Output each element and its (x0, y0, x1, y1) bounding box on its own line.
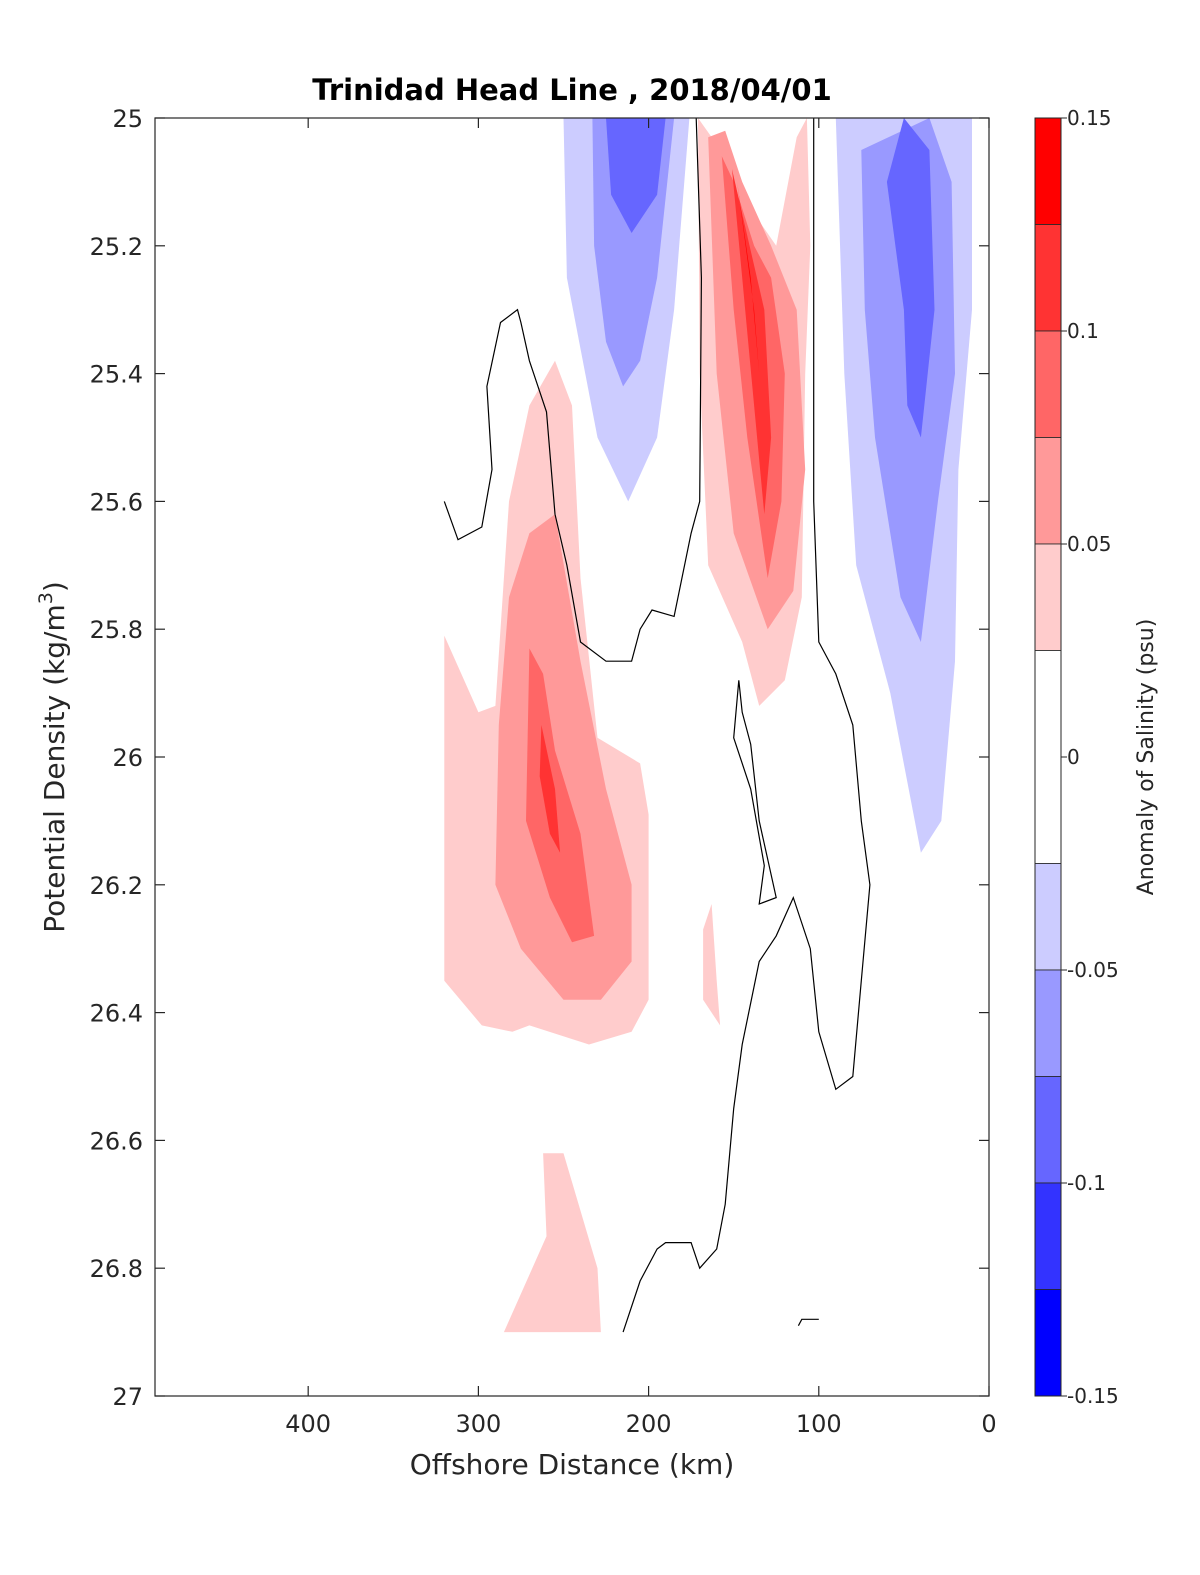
colorbar-tick-label: 0.05 (1067, 532, 1112, 556)
colorbar-swatch (1034, 224, 1062, 332)
colorbar-label: Anomaly of Salinity (psu) (1134, 619, 1159, 896)
y-tick-label: 25.4 (90, 361, 143, 389)
colorbar-tick-label: 0.1 (1067, 319, 1099, 343)
x-axis-label: Offshore Distance (km) (410, 1448, 735, 1481)
contour-line-zero-center-loop (733, 680, 777, 905)
y-axis-label: Potential Density (kg/m3) (35, 581, 71, 933)
y-tick-label: 25.8 (90, 616, 143, 644)
colorbar (1034, 117, 1062, 1397)
colorbar-swatch (1034, 330, 1062, 438)
contour-fill-neg-upper-l4 (606, 118, 666, 233)
contour-fill-pos-center-sliver (703, 904, 721, 1026)
y-tick-label: 25.6 (90, 488, 143, 516)
y-axis-label-superscript: 3 (35, 592, 57, 604)
y-tick-label: 26.8 (90, 1255, 143, 1283)
contour-fill-pos-west-l3 (526, 648, 595, 943)
x-tick-label: 0 (981, 1410, 996, 1438)
x-tick-label: 200 (626, 1410, 672, 1438)
y-axis-label-close: ) (38, 581, 71, 592)
colorbar-swatch (1034, 437, 1062, 545)
colorbar-tick-label: -0.05 (1067, 958, 1119, 982)
contour-line-zero-east-stub (797, 1318, 819, 1326)
colorbar-tick-label: 0.15 (1067, 106, 1112, 130)
colorbar-swatch (1034, 543, 1062, 651)
y-tick-label: 26.4 (90, 1000, 143, 1028)
contour-fill-pos-center-l4 (732, 169, 772, 515)
colorbar-swatch (1034, 1076, 1062, 1184)
contour-fill-neg-deep-center (737, 1006, 819, 1333)
colorbar-swatch (1034, 1289, 1062, 1397)
colorbar-swatch (1034, 117, 1062, 225)
colorbar-swatch (1034, 969, 1062, 1077)
colorbar-tick-label: -0.1 (1067, 1171, 1106, 1195)
contour-line-zero-center-deep (622, 118, 871, 1333)
colorbar-tick-label: -0.15 (1067, 1384, 1119, 1408)
zero-contour-lines (443, 117, 871, 1333)
y-tick-label: 26.6 (90, 1127, 143, 1155)
contour-fill-neg-west-small (444, 169, 487, 451)
colorbar-swatch (1034, 863, 1062, 971)
contour-fill-pos-deep-west (503, 1153, 601, 1333)
x-tick-label: 300 (455, 1410, 501, 1438)
contour-fill-neg-deep-east (849, 1178, 901, 1262)
chart-title: Trinidad Head Line , 2018/04/01 (312, 73, 832, 107)
x-tick-label: 400 (285, 1410, 331, 1438)
contour-fill-neg-east-l4 (886, 118, 935, 438)
x-axis-ticks: 400 300 200 100 0 (285, 118, 997, 1438)
y-tick-label: 25 (112, 105, 143, 133)
y-axis-ticks: 25 25.2 25.4 25.6 25.8 26 26.2 26.4 26.6 26.8 27 (90, 105, 989, 1411)
contour-fill-pos-west-l2 (495, 514, 632, 1000)
y-tick-label: 25.2 (90, 233, 143, 261)
colorbar-swatch (1034, 1182, 1062, 1290)
x-tick-label: 100 (796, 1410, 842, 1438)
contour-fill-pos-west-l4 (539, 725, 561, 853)
contour-fills (444, 118, 972, 1333)
y-axis-label-main: Potential Density (kg/m (38, 604, 71, 933)
y-tick-label: 26.2 (90, 872, 143, 900)
colorbar-ticks: 0.15 0.1 0.05 0 -0.05 -0.1 -0.15 (1061, 106, 1119, 1408)
colorbar-swatch (1034, 650, 1062, 864)
y-tick-label: 27 (112, 1383, 143, 1411)
contour-line-zero-west (443, 117, 703, 662)
y-tick-label: 26 (112, 744, 143, 772)
colorbar-tick-label: 0 (1067, 745, 1080, 769)
